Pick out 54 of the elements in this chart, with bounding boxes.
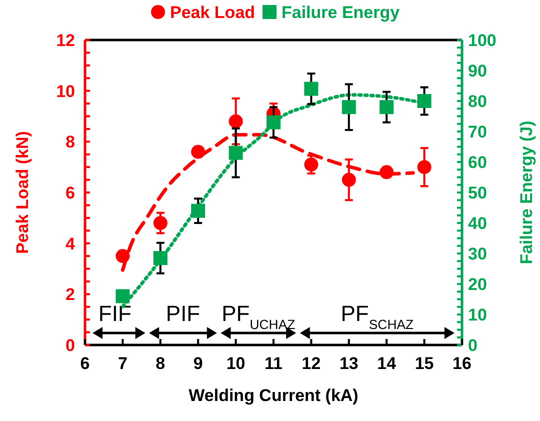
x-tick-label: 10 xyxy=(226,354,246,373)
legend-label: Peak Load xyxy=(170,3,256,22)
point xyxy=(191,204,206,218)
x-tick-label: 14 xyxy=(377,354,397,373)
point xyxy=(116,249,130,264)
y-tick-label: 6 xyxy=(66,184,75,202)
point xyxy=(191,144,206,159)
point xyxy=(342,172,356,187)
y-tick-label: 12 xyxy=(56,31,75,50)
y2-tick-label: 100 xyxy=(468,31,496,50)
annotation: FIF xyxy=(98,301,132,326)
y2-tick-label: 80 xyxy=(468,92,487,111)
y-tick-label: 0 xyxy=(66,336,75,355)
legend-label: Failure Energy xyxy=(282,3,400,22)
y2-tick-label: 20 xyxy=(468,275,487,294)
y2-tick-label: 30 xyxy=(468,244,487,264)
x-tick-label: 15 xyxy=(414,354,434,373)
point xyxy=(153,251,168,266)
x-tick-label: 13 xyxy=(339,354,358,373)
y2-tick-label: 40 xyxy=(468,214,487,233)
x-tick-label: 16 xyxy=(452,354,472,373)
x-axis-title: Welding Current (kA) xyxy=(188,386,358,405)
x-tick-label: 12 xyxy=(302,354,321,373)
x-tick-label: 7 xyxy=(118,354,128,373)
y2-tick-label: 0 xyxy=(468,336,478,355)
point xyxy=(304,82,318,96)
x-tick-label: 6 xyxy=(80,354,90,373)
y2-tick-label: 10 xyxy=(468,306,487,324)
annotation: PF$_{UCHAZ}$ xyxy=(222,301,296,332)
point xyxy=(342,100,356,114)
y-tick-label: 10 xyxy=(56,82,75,101)
point xyxy=(417,94,432,108)
y2-axis-title: Failure Energy (J) xyxy=(517,120,536,264)
y-tick-label: 8 xyxy=(66,132,75,152)
point xyxy=(417,160,432,174)
annotation: PF$_{SCHAZ}$ xyxy=(340,301,414,332)
annotation: PIF xyxy=(166,301,200,326)
y-axis-title: Peak Load (kN) xyxy=(13,131,32,254)
y-tick-label: 2 xyxy=(66,285,75,304)
point xyxy=(228,146,243,160)
y2-tick-label: 50 xyxy=(468,184,487,202)
x-tick-label: 11 xyxy=(264,354,282,373)
x-tick-label: 9 xyxy=(193,354,203,373)
point xyxy=(304,158,318,172)
y2-tick-label: 70 xyxy=(468,122,487,142)
x-tick-label: 8 xyxy=(156,354,166,373)
y2-tick-label: 60 xyxy=(468,153,487,172)
y2-tick-label: 90 xyxy=(468,62,487,80)
point xyxy=(380,165,394,180)
point xyxy=(380,100,394,114)
point xyxy=(266,115,280,130)
point xyxy=(116,289,130,304)
y-tick-label: 4 xyxy=(66,234,76,254)
point xyxy=(153,216,168,230)
